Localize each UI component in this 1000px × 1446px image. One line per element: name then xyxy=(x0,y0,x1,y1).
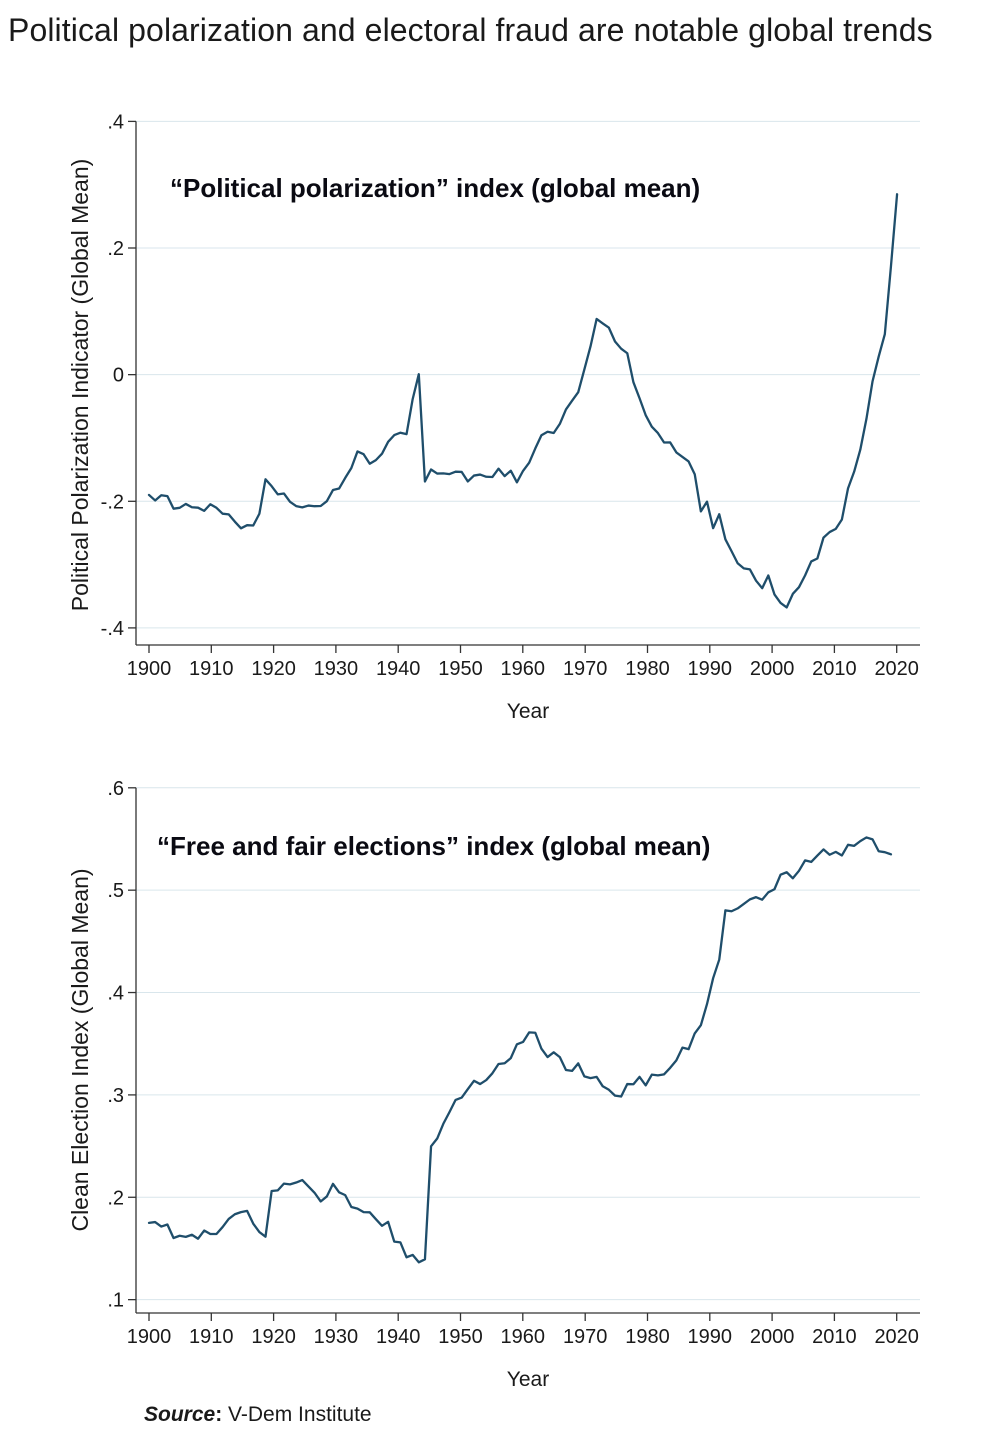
svg-text:.2: .2 xyxy=(107,1187,124,1209)
svg-text:1970: 1970 xyxy=(563,1326,608,1348)
svg-text:1960: 1960 xyxy=(501,1326,546,1348)
svg-text:1980: 1980 xyxy=(625,1326,670,1348)
svg-text:1910: 1910 xyxy=(189,1326,234,1348)
svg-text:2000: 2000 xyxy=(750,658,795,680)
svg-text:1940: 1940 xyxy=(376,1326,421,1348)
svg-text:Source: V-Dem Institute: Source: V-Dem Institute xyxy=(144,1403,372,1426)
svg-text:1950: 1950 xyxy=(438,1326,483,1348)
svg-text:“Political polarization” index: “Political polarization” index (global m… xyxy=(170,173,700,203)
svg-text:1950: 1950 xyxy=(438,658,483,680)
svg-text:2000: 2000 xyxy=(750,1326,795,1348)
svg-text:2010: 2010 xyxy=(812,658,857,680)
svg-text:1960: 1960 xyxy=(501,658,546,680)
svg-text:1910: 1910 xyxy=(189,658,234,680)
svg-text:2010: 2010 xyxy=(812,1326,857,1348)
svg-text:1990: 1990 xyxy=(688,658,733,680)
svg-text:0: 0 xyxy=(113,365,124,387)
svg-text:1970: 1970 xyxy=(563,658,608,680)
svg-text:.4: .4 xyxy=(107,111,124,133)
svg-text:.5: .5 xyxy=(107,880,124,902)
svg-text:.6: .6 xyxy=(107,778,124,800)
svg-text:“Free and fair elections” inde: “Free and fair elections” index (global … xyxy=(157,831,710,861)
svg-text:1900: 1900 xyxy=(127,1326,172,1348)
svg-text:Year: Year xyxy=(507,1368,549,1391)
svg-text:1980: 1980 xyxy=(625,658,670,680)
svg-text:1920: 1920 xyxy=(251,1326,296,1348)
svg-text:-.4: -.4 xyxy=(101,618,124,640)
svg-text:1900: 1900 xyxy=(127,658,172,680)
svg-text:1930: 1930 xyxy=(314,658,359,680)
svg-text:1920: 1920 xyxy=(251,658,296,680)
svg-text:1940: 1940 xyxy=(376,658,421,680)
svg-text:2020: 2020 xyxy=(874,658,919,680)
svg-text:-.2: -.2 xyxy=(101,491,124,513)
svg-text:.1: .1 xyxy=(107,1290,124,1312)
svg-text:Political Polarization Indicat: Political Polarization Indicator (Global… xyxy=(67,159,93,612)
svg-text:.4: .4 xyxy=(107,983,124,1005)
svg-text:Clean Election Index (Global M: Clean Election Index (Global Mean) xyxy=(67,868,93,1231)
svg-text:1990: 1990 xyxy=(688,1326,733,1348)
svg-text:.2: .2 xyxy=(107,238,124,260)
svg-text:2020: 2020 xyxy=(874,1326,919,1348)
svg-text:.3: .3 xyxy=(107,1085,124,1107)
svg-text:1930: 1930 xyxy=(314,1326,359,1348)
svg-text:Year: Year xyxy=(507,700,549,723)
